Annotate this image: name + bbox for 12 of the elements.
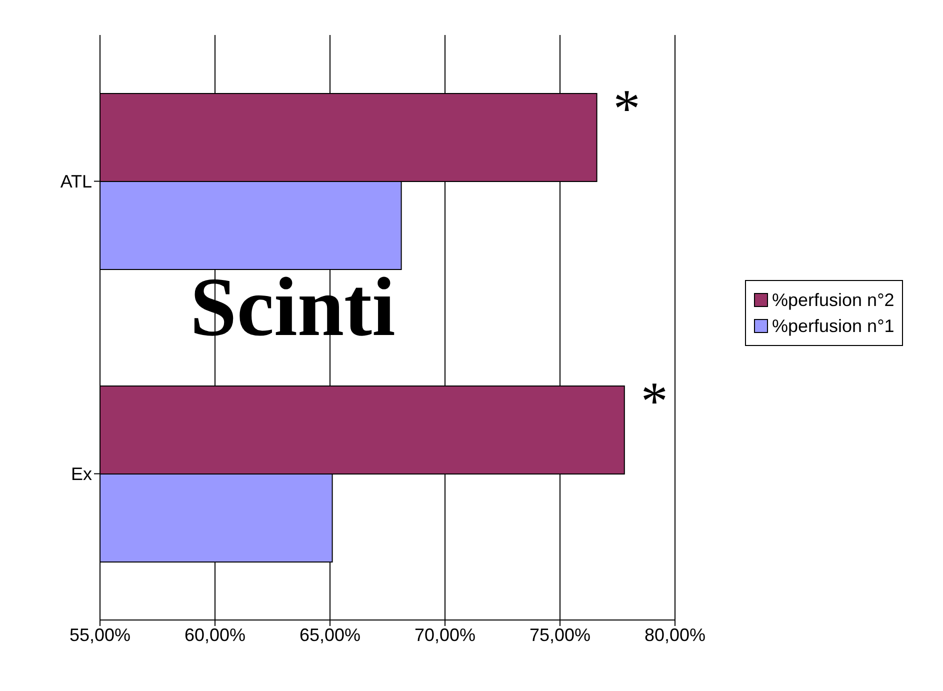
annotation: * — [613, 78, 640, 138]
legend-label: %perfusion n°1 — [772, 315, 894, 338]
x-tick-label: 55,00% — [69, 624, 131, 645]
x-tick-label: 75,00% — [529, 624, 591, 645]
legend-label: %perfusion n°2 — [772, 289, 894, 312]
x-tick-label: 70,00% — [414, 624, 476, 645]
x-tick-label: 65,00% — [299, 624, 361, 645]
y-tick-label: Ex — [70, 464, 92, 484]
y-tick-label: ATL — [60, 172, 92, 192]
x-tick-label: 80,00% — [644, 624, 706, 645]
x-tick-label: 60,00% — [184, 624, 246, 645]
annotation: * — [640, 370, 668, 431]
